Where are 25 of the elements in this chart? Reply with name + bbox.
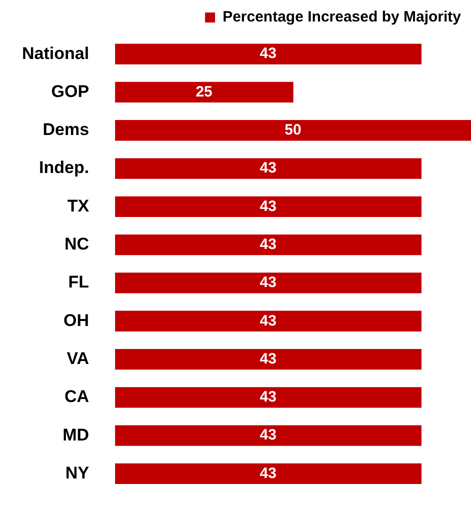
y-tick-label: FL [68,272,90,292]
data-label: 43 [260,464,276,482]
data-label: 43 [260,350,276,368]
y-tick-label: National [22,44,90,63]
y-tick-label: MD [62,425,90,444]
data-label: 43 [260,160,276,177]
legend-label: Percentage Increased by Majority [222,8,462,26]
data-label: 43 [260,274,276,292]
data-label: 43 [260,388,276,406]
y-tick-label: GOP [51,82,90,101]
y-tick-label: OH [64,310,90,330]
y-tick-label: VA [66,348,90,368]
y-tick-label: Dems [42,120,90,140]
data-label: 50 [284,122,302,139]
data-label: 25 [196,83,212,100]
y-tick-label: Indep. [39,158,90,178]
y-tick-label: NC [64,234,90,254]
data-label: 43 [260,236,276,253]
data-label: 43 [260,45,276,62]
data-label: 43 [260,198,276,215]
y-tick-label: TX [67,196,90,216]
data-label: 43 [260,312,276,330]
data-label: 43 [260,426,276,444]
y-tick-label: NY [65,463,90,482]
y-tick-label: CA [64,387,90,406]
